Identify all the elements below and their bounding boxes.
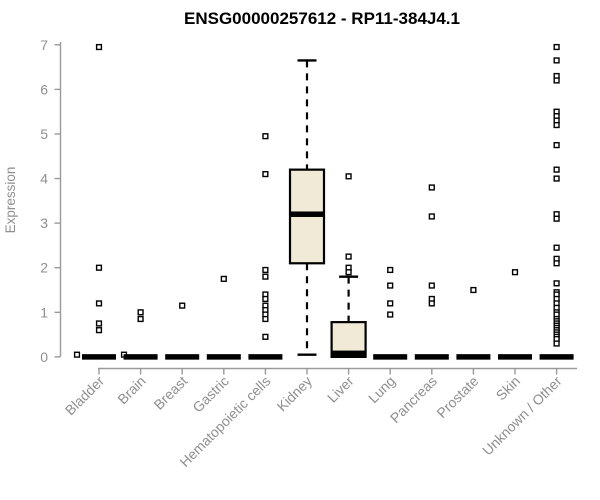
y-axis-label: Expression [3, 167, 18, 234]
boxes-layer [73, 43, 574, 360]
median-line [290, 211, 324, 217]
x-tick-label: Bladder [62, 373, 108, 419]
collapsed-box [165, 354, 200, 360]
outlier-point [345, 269, 352, 276]
outlier-point [95, 320, 103, 327]
collapsed-box [456, 354, 491, 360]
y-tick-label: 6 [40, 81, 48, 97]
collapsed-box [123, 354, 158, 360]
outlier-point [511, 269, 519, 276]
outlier-point [553, 142, 560, 149]
outlier-point [553, 43, 560, 51]
x-tick-label: Kidney [274, 373, 316, 415]
collapsed-box [373, 354, 408, 360]
outlier-point [428, 300, 435, 307]
outlier-point [220, 275, 227, 282]
outlier-point [553, 260, 560, 267]
outlier-point [553, 340, 560, 347]
median-line [331, 350, 366, 357]
outlier-point [95, 300, 103, 307]
outlier-point [262, 266, 269, 274]
outlier-point [553, 215, 560, 222]
outlier-point [470, 286, 477, 294]
outlier-point [95, 264, 103, 271]
outlier-point [387, 311, 394, 318]
x-tick-label: Liver [324, 373, 357, 406]
outlier-point [262, 273, 269, 280]
outlier-point [553, 77, 560, 84]
y-tick-label: 0 [40, 349, 48, 365]
outlier-point [95, 43, 103, 51]
outlier-point [262, 315, 269, 323]
outlier-point [553, 280, 560, 287]
y-tick-label: 5 [40, 126, 48, 142]
outlier-point [73, 351, 81, 358]
collapsed-box [414, 354, 449, 360]
outlier-point [553, 121, 560, 129]
outlier-point [553, 244, 560, 251]
x-tick-label: Lung [365, 373, 398, 406]
outlier-point [137, 315, 144, 323]
outlier-point [262, 171, 269, 178]
y-tick-label: 7 [40, 37, 48, 53]
collapsed-box [539, 354, 574, 360]
outlier-point [262, 295, 269, 303]
outlier-point [262, 133, 269, 140]
outlier-point [553, 166, 560, 173]
y-tick-label: 4 [40, 171, 48, 187]
outlier-point [428, 282, 435, 289]
x-tick-label: Unknown / Other [479, 373, 565, 459]
collapsed-box [82, 354, 116, 360]
outlier-point [137, 309, 144, 316]
outlier-point [553, 57, 560, 64]
y-tick-label: 1 [40, 304, 48, 320]
x-tick-label: Prostate [433, 373, 481, 421]
outlier-point [387, 300, 394, 307]
outlier-point [553, 175, 560, 182]
outlier-point [428, 213, 435, 220]
outlier-point [345, 173, 352, 180]
outlier-point [387, 266, 394, 274]
outlier-point [428, 184, 435, 191]
y-tick-label: 3 [40, 215, 48, 231]
chart-title: ENSG00000257612 - RP11-384J4.1 [184, 9, 460, 28]
collapsed-box [206, 354, 241, 360]
y-tick-label: 2 [40, 260, 48, 276]
x-tick-label: Skin [493, 373, 524, 404]
collapsed-box [248, 354, 283, 360]
x-tick-label: Brain [114, 373, 148, 407]
outlier-point [387, 282, 394, 289]
x-tick-label: Breast [150, 373, 190, 413]
collapsed-box [498, 354, 532, 360]
outlier-point [179, 302, 186, 309]
outlier-point [262, 333, 269, 340]
outlier-point [345, 253, 352, 260]
outlier-point [95, 327, 103, 334]
